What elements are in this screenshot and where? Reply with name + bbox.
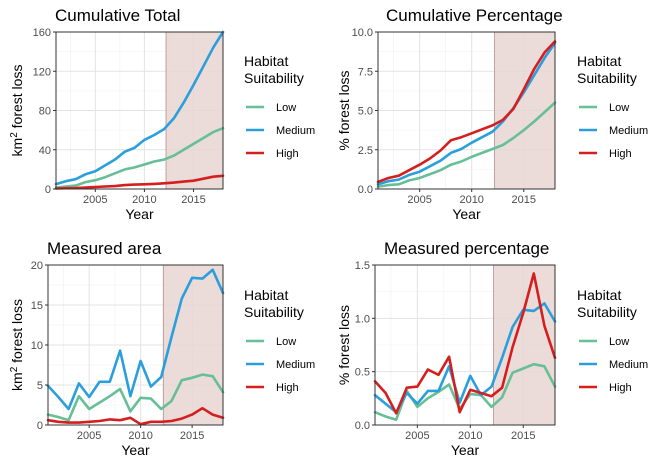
chart-panel-2: 2005 2010 2015 0.0 2.5 5.0 7.5 10.0 Cumulative P… [336,6,648,222]
x-tick-label: 2015 [180,430,204,442]
y-axis-label: km2 forest loss [9,299,25,391]
series-line-low [54,126,225,189]
y-axis-label-text: km [9,372,25,391]
legend-title: Habitat [577,287,621,303]
legend-title: Suitability [577,304,637,320]
y-tick-label: 2.5 [358,145,373,157]
series-line-medium [376,41,557,186]
x-tick-label: 2005 [405,430,429,442]
legend-title: Habitat [244,53,288,69]
y-axis-label-text: % forest loss [336,305,352,385]
legend-label: High [276,148,299,160]
chart-panel-4: 2005 2010 2015 0.0 0.5 1.0 1.5 Measured percent… [336,239,648,458]
x-tick-label: 2010 [128,430,152,442]
x-tick-label: 2010 [132,194,156,206]
legend-label: Medium [276,359,315,371]
y-axis-label-superscript: 2 [9,132,20,138]
y-axis-label-superscript: 2 [9,366,20,372]
legend-title: Habitat [244,287,288,303]
x-tick-label: 2010 [458,430,482,442]
series-line-low [46,373,225,422]
legend-label: Medium [609,125,648,137]
legend-label: Medium [276,125,315,137]
y-axis-label: % forest loss [336,70,352,150]
x-axis-label: Year [452,206,481,222]
series-line-high [373,272,557,415]
legend-title: Suitability [577,70,637,86]
y-axis-label: % forest loss [336,305,352,385]
y-axis-label-text: % forest loss [336,70,352,150]
legend-label: Low [276,102,296,114]
legend-label: Medium [609,359,648,371]
x-tick-label: 2015 [511,430,535,442]
x-axis-label: Year [125,206,154,222]
shaded-region [493,264,556,426]
x-tick-label: 2015 [512,194,536,206]
x-tick-label: 2010 [459,194,483,206]
y-tick-label: 0 [45,184,51,196]
y-tick-label: 15 [31,300,43,312]
chart-title: Cumulative Percentage [386,6,563,25]
chart-panel-3: 2005 2010 2015 0 5 10 15 20 Measured area Year km2… [9,239,315,458]
series-line-high [376,40,557,184]
legend-label: High [609,148,632,160]
y-tick-label: 80 [39,106,51,118]
y-tick-label: 10 [31,340,43,352]
y-axis-label-suffix: forest loss [9,65,25,133]
panel-border [374,264,556,426]
legend-label: Low [276,336,296,348]
y-tick-label: 1.5 [355,260,370,272]
y-axis-label-suffix: forest loss [9,299,25,367]
chart-title: Measured area [47,239,162,258]
shaded-region [165,31,224,190]
y-tick-label: 5 [37,380,43,392]
series-line-medium [46,268,225,411]
x-tick-label: 2015 [181,194,205,206]
y-tick-label: 7.5 [358,66,373,78]
y-tick-label: 20 [31,260,43,272]
x-axis-label: Year [451,442,480,458]
y-tick-label: 120 [33,66,51,78]
y-tick-label: 40 [39,145,51,157]
legend-label: Low [609,102,629,114]
y-tick-label: 1.0 [355,313,370,325]
legend-title: Suitability [244,304,304,320]
y-tick-label: 0.0 [358,184,373,196]
y-tick-label: 0.0 [355,420,370,432]
y-tick-label: 0 [37,420,43,432]
y-axis-label-text: km [9,138,25,157]
y-tick-label: 5.0 [358,106,373,118]
chart-panel-1: 2005 2010 2015 0 40 80 120 160 Cumulative Total Y… [9,6,315,222]
series-line-high [46,406,225,426]
legend-title: Suitability [244,70,304,86]
series-line-low [376,101,557,188]
legend-title: Habitat [577,53,621,69]
series-line-medium [54,30,225,186]
chart-title: Cumulative Total [55,6,180,25]
series-line-high [54,174,225,190]
y-tick-label: 160 [33,27,51,39]
y-tick-label: 0.5 [355,367,370,379]
x-tick-label: 2005 [77,430,101,442]
legend-label: Low [609,336,629,348]
x-axis-label: Year [121,442,150,458]
y-axis-label: km2 forest loss [9,65,25,157]
x-tick-label: 2005 [83,194,107,206]
chart-title: Measured percentage [384,239,549,258]
y-tick-label: 10.0 [352,27,373,39]
legend-label: High [276,382,299,394]
legend-label: High [609,382,632,394]
x-tick-label: 2005 [407,194,431,206]
